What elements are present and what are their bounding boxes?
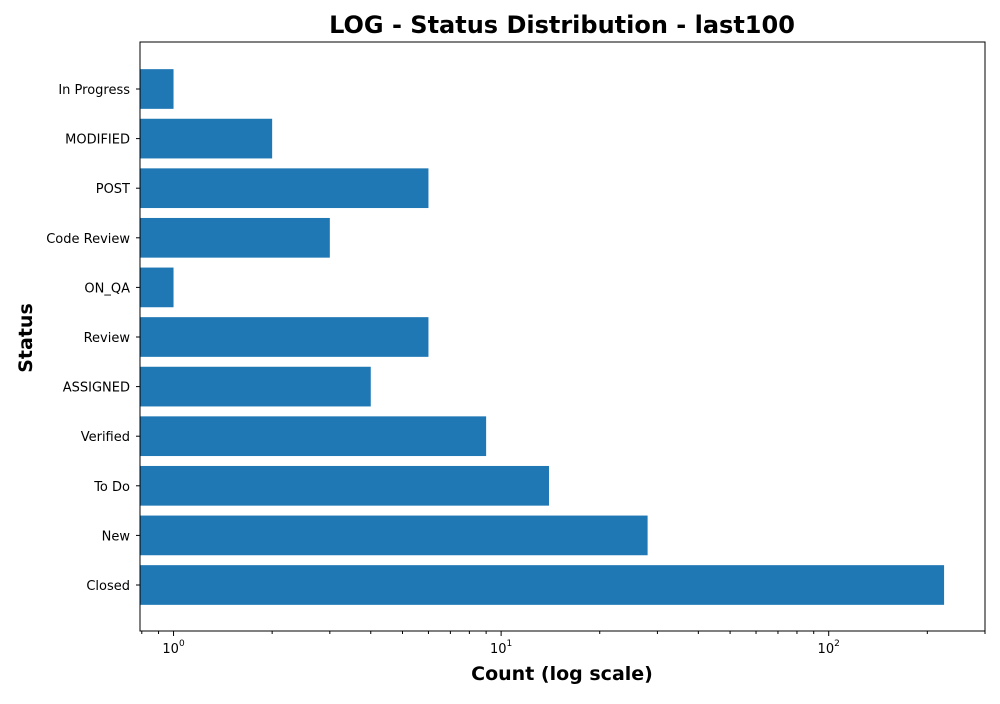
bar-post xyxy=(140,168,429,209)
bar-closed xyxy=(140,565,945,605)
y-axis-ticks: In Progress MODIFIED POST Code Review ON_QA R… xyxy=(46,83,140,594)
bar-code-review xyxy=(140,217,330,258)
y-tick-label-to-do: To Do xyxy=(93,480,130,495)
x-tick-label-10-0: 100 xyxy=(162,639,185,657)
y-tick-label-verified: Verified xyxy=(81,430,130,445)
bar-new xyxy=(140,515,648,556)
x-tick-label-10-1: 101 xyxy=(490,639,512,657)
x-axis-label: Count (log scale) xyxy=(471,663,653,685)
y-tick-label-closed: Closed xyxy=(86,579,130,594)
chart-title: LOG - Status Distribution - last100 xyxy=(329,11,795,39)
y-tick-label-review: Review xyxy=(84,331,131,346)
bar-to-do xyxy=(140,465,549,506)
plot-frame xyxy=(139,41,986,632)
y-tick-label-assigned: ASSIGNED xyxy=(63,381,130,396)
bar-review xyxy=(140,317,429,357)
bar-verified xyxy=(140,416,487,457)
y-tick-label-code-review: Code Review xyxy=(46,232,130,247)
bar-on-qa xyxy=(140,267,174,308)
bar-in-progress xyxy=(140,69,174,109)
y-axis-label: Status xyxy=(15,303,37,373)
y-tick-label-modified: MODIFIED xyxy=(65,133,130,148)
y-tick-label-in-progress: In Progress xyxy=(58,83,130,98)
bars-layer xyxy=(140,69,945,605)
bar-modified xyxy=(140,118,273,159)
y-tick-label-post: POST xyxy=(96,182,130,197)
y-tick-label-on-qa: ON_QA xyxy=(84,281,130,296)
x-tick-label-10-2: 102 xyxy=(818,639,840,657)
x-axis-ticks: 100 101 102 xyxy=(141,631,986,657)
bar-assigned xyxy=(140,366,371,407)
y-tick-label-new: New xyxy=(102,529,131,544)
